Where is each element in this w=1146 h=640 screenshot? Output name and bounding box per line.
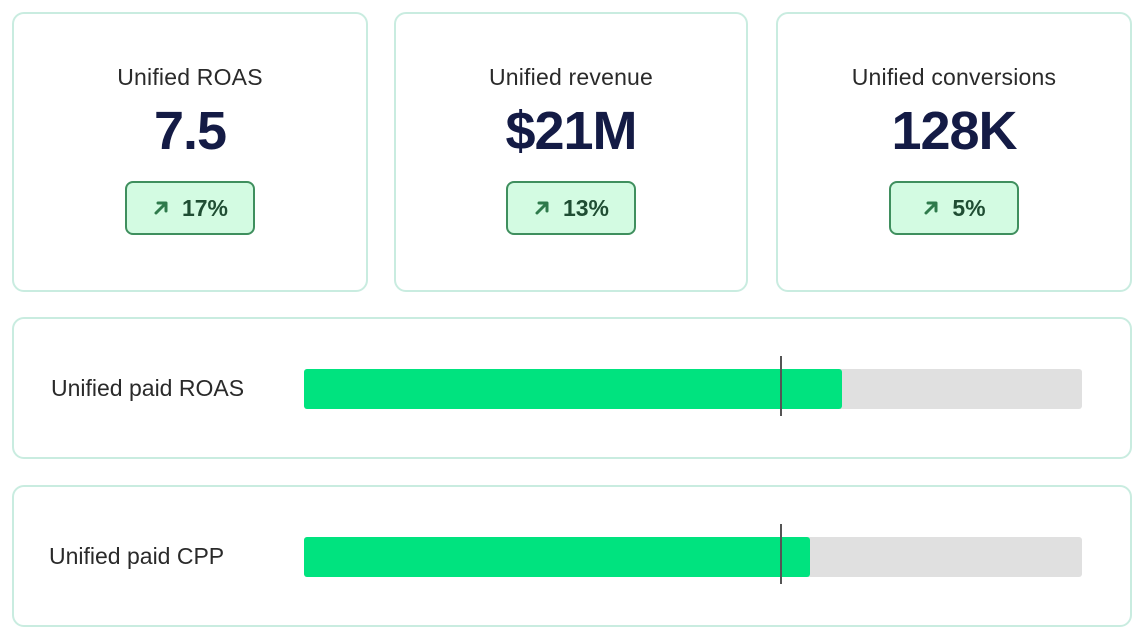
change-value: 5%	[952, 194, 986, 221]
kpi-card-unified-revenue: Unified revenue $21M 13%	[394, 12, 748, 292]
bar-track	[304, 524, 1082, 584]
bar-card-unified-paid-cpp: Unified paid CPP	[12, 485, 1132, 627]
arrow-up-right-icon	[535, 201, 549, 215]
kpi-value: 128K	[891, 101, 1017, 161]
change-value: 17%	[181, 194, 229, 221]
bar-fill	[304, 537, 811, 577]
change-badge: 17%	[125, 181, 255, 235]
bar-fill	[304, 369, 843, 409]
target-marker	[780, 356, 783, 416]
kpi-label: Unified revenue	[488, 64, 654, 90]
change-badge: 5%	[889, 181, 1019, 235]
bar-track	[304, 356, 1082, 416]
bar-label: Unified paid ROAS	[51, 374, 245, 401]
kpi-label: Unified ROAS	[117, 64, 263, 90]
bar-card-unified-paid-roas: Unified paid ROAS	[12, 317, 1132, 459]
kpi-label: Unified conversions	[851, 64, 1057, 90]
change-badge: 13%	[506, 181, 636, 235]
arrow-up-right-icon	[924, 201, 938, 215]
kpi-value: $21M	[505, 101, 637, 161]
arrow-up-right-icon	[154, 201, 168, 215]
bar-label: Unified paid CPP	[49, 542, 225, 569]
kpi-card-unified-conversions: Unified conversions 128K 5%	[776, 12, 1132, 292]
change-value: 13%	[562, 194, 610, 221]
kpi-card-unified-roas: Unified ROAS 7.5 17%	[12, 12, 368, 292]
kpi-value: 7.5	[153, 101, 227, 161]
target-marker	[780, 524, 783, 584]
